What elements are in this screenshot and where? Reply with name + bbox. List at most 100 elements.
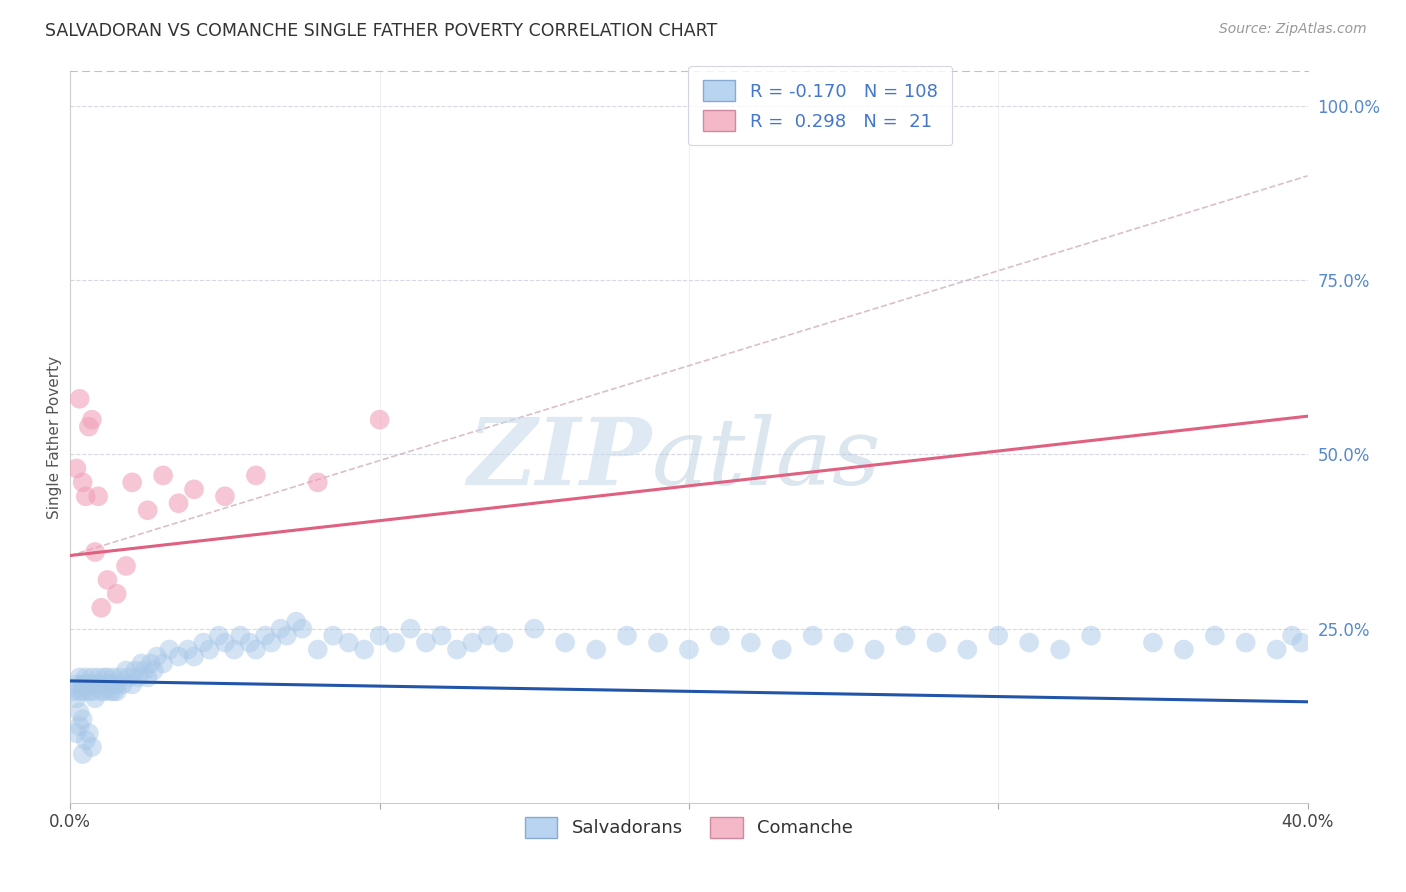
Point [80, 684, 103, 698]
Point [87, 489, 110, 503]
Point [1234, 635, 1257, 649]
Point [399, 622, 422, 636]
Point [87, 670, 110, 684]
Point [183, 649, 205, 664]
Point [1173, 642, 1195, 657]
Point [111, 677, 134, 691]
Point [103, 670, 125, 684]
Point [430, 629, 453, 643]
Point [554, 635, 576, 649]
Point [93, 684, 115, 698]
Point [77, 726, 100, 740]
Point [69, 719, 91, 733]
Point [368, 412, 391, 426]
Point [446, 642, 468, 657]
Point [96, 677, 118, 691]
Point [254, 629, 277, 643]
Point [84, 545, 107, 559]
Text: atlas: atlas [652, 414, 882, 504]
Point [740, 635, 762, 649]
Point [139, 657, 162, 671]
Point [585, 642, 607, 657]
Point [136, 670, 159, 684]
Point [103, 684, 125, 698]
Point [709, 629, 731, 643]
Point [80, 740, 103, 755]
Point [65, 461, 87, 475]
Point [956, 642, 979, 657]
Point [198, 642, 221, 657]
Point [1265, 642, 1288, 657]
Point [93, 670, 115, 684]
Point [616, 629, 638, 643]
Point [62, 684, 84, 698]
Point [167, 649, 190, 664]
Point [75, 733, 97, 747]
Point [384, 635, 406, 649]
Point [832, 635, 855, 649]
Point [84, 677, 107, 691]
Point [65, 677, 87, 691]
Point [72, 684, 94, 698]
Point [77, 684, 100, 698]
Point [894, 629, 917, 643]
Point [239, 635, 262, 649]
Point [368, 629, 391, 643]
Point [100, 684, 122, 698]
Point [134, 664, 156, 678]
Point [285, 615, 308, 629]
Point [80, 670, 103, 684]
Point [214, 489, 236, 503]
Point [75, 489, 97, 503]
Point [276, 629, 298, 643]
Point [121, 475, 143, 490]
Point [124, 664, 146, 678]
Point [1080, 629, 1102, 643]
Point [177, 642, 200, 657]
Point [245, 468, 267, 483]
Y-axis label: Single Father Poverty: Single Father Poverty [46, 356, 62, 518]
Point [183, 483, 205, 497]
Point [69, 392, 91, 406]
Point [461, 635, 484, 649]
Point [75, 670, 97, 684]
Point [770, 642, 793, 657]
Point [152, 657, 174, 671]
Point [72, 712, 94, 726]
Point [105, 684, 128, 698]
Point [127, 670, 149, 684]
Point [77, 677, 100, 691]
Point [80, 412, 103, 426]
Point [492, 635, 515, 649]
Point [108, 670, 131, 684]
Point [353, 642, 375, 657]
Point [142, 664, 165, 678]
Point [647, 635, 669, 649]
Point [118, 670, 141, 684]
Point [925, 635, 948, 649]
Point [77, 419, 100, 434]
Point [121, 677, 143, 691]
Text: ZIP: ZIP [468, 414, 652, 504]
Point [69, 684, 91, 698]
Point [105, 677, 128, 691]
Point [477, 629, 499, 643]
Point [115, 558, 138, 573]
Point [90, 677, 112, 691]
Point [87, 677, 110, 691]
Point [131, 657, 153, 671]
Point [100, 677, 122, 691]
Point [167, 496, 190, 510]
Point [260, 635, 283, 649]
Point [75, 677, 97, 691]
Point [1281, 629, 1303, 643]
Point [415, 635, 437, 649]
Point [157, 642, 180, 657]
Point [1018, 635, 1040, 649]
Point [270, 622, 292, 636]
Text: SALVADORAN VS COMANCHE SINGLE FATHER POVERTY CORRELATION CHART: SALVADORAN VS COMANCHE SINGLE FATHER POV… [45, 22, 717, 40]
Point [115, 664, 138, 678]
Point [678, 642, 700, 657]
Point [69, 670, 91, 684]
Point [72, 475, 94, 490]
